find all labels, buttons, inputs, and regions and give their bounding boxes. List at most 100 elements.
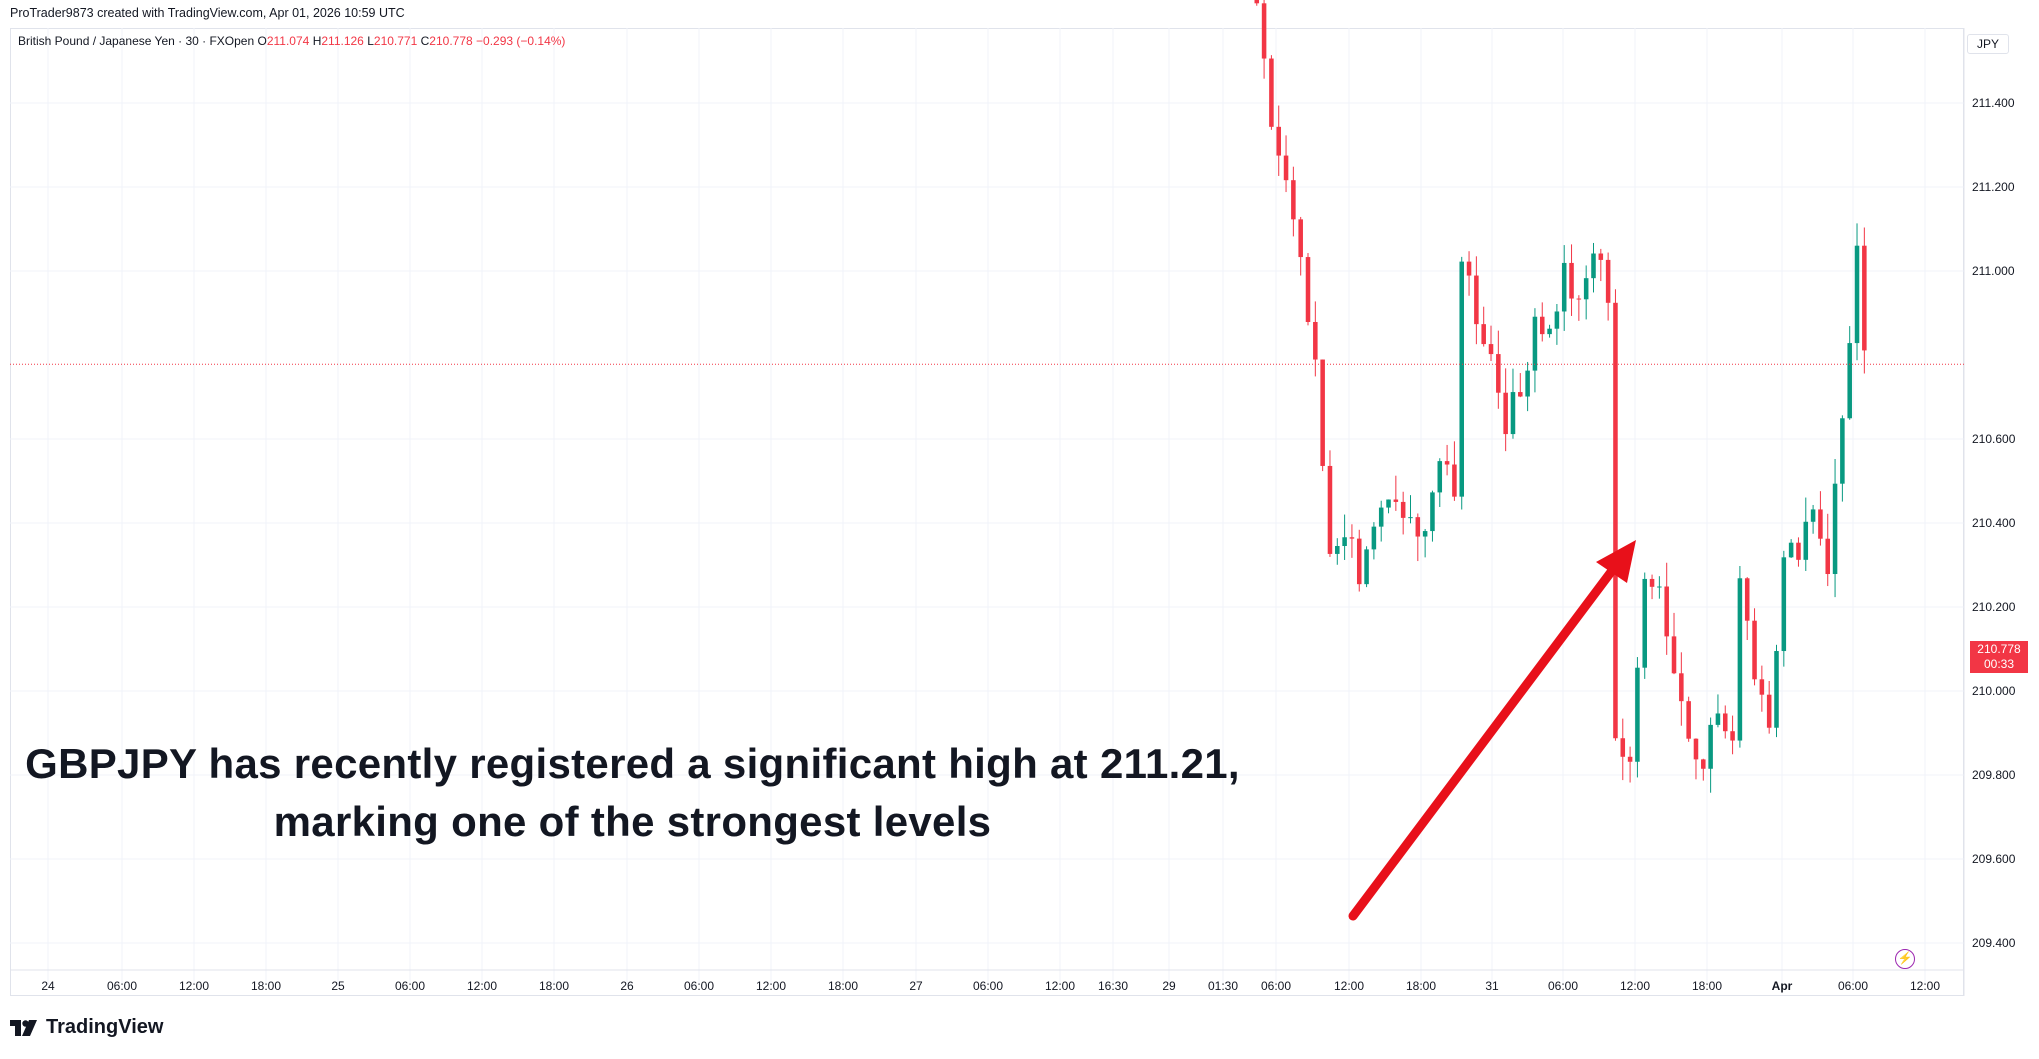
candle-body bbox=[1635, 667, 1640, 762]
candle-body bbox=[1474, 275, 1479, 325]
candle-body bbox=[1627, 756, 1633, 762]
x-tick-label: 12:00 bbox=[1620, 979, 1650, 993]
tradingview-logo-text: TradingView bbox=[46, 1016, 164, 1038]
candle-body bbox=[1254, 0, 1260, 4]
candle-body bbox=[1481, 324, 1486, 345]
candle-body bbox=[1305, 257, 1311, 322]
legend-open-label: O bbox=[257, 34, 267, 48]
candle-body bbox=[1613, 302, 1618, 739]
legend-symbol: British Pound / Japanese Yen · 30 · FXOp… bbox=[18, 34, 255, 48]
y-tick-label: 210.200 bbox=[1972, 600, 2016, 614]
candle-body bbox=[1298, 219, 1303, 258]
last-price-value: 210.778 bbox=[1977, 642, 2021, 656]
annotation-line-1: GBPJPY has recently registered a signifi… bbox=[25, 740, 1240, 787]
x-tick-label: 12:00 bbox=[1910, 979, 1940, 993]
legend-low-value: 210.771 bbox=[373, 34, 418, 48]
candle-body bbox=[1459, 261, 1465, 497]
lightning-icon[interactable]: ⚡ bbox=[1895, 949, 1915, 969]
currency-badge[interactable]: JPY bbox=[1967, 34, 2009, 54]
candle-body bbox=[1518, 392, 1523, 397]
candle-body bbox=[1591, 253, 1596, 279]
annotation-arrow-shaft bbox=[1348, 555, 1625, 921]
candle-body bbox=[1598, 253, 1604, 260]
candle-body bbox=[1525, 370, 1530, 397]
candle-body bbox=[1825, 538, 1831, 575]
candle-body bbox=[1510, 392, 1516, 435]
x-tick-label: 01:30 bbox=[1208, 979, 1238, 993]
last-price-tag: 210.778 00:33 bbox=[1970, 641, 2028, 673]
legend-close-value: 210.778 bbox=[429, 34, 473, 48]
x-tick-label: 12:00 bbox=[467, 979, 497, 993]
candle-body bbox=[1430, 492, 1435, 532]
x-tick-label: Apr bbox=[1772, 979, 1793, 993]
x-tick-label: 06:00 bbox=[1838, 979, 1868, 993]
candle-body bbox=[1766, 694, 1772, 728]
symbol-legend[interactable]: British Pound / Japanese Yen · 30 · FXOp… bbox=[18, 34, 565, 48]
x-tick-label: 12:00 bbox=[1045, 979, 1075, 993]
candle-body bbox=[1554, 311, 1560, 329]
x-tick-label: 06:00 bbox=[973, 979, 1003, 993]
candle-body bbox=[1320, 359, 1325, 466]
candle-body bbox=[1415, 517, 1421, 537]
x-tick-label: 06:00 bbox=[107, 979, 137, 993]
y-tick-label: 211.400 bbox=[1972, 96, 2015, 110]
x-tick-label: 12:00 bbox=[179, 979, 209, 993]
y-tick-label: 209.800 bbox=[1972, 768, 2016, 782]
y-tick-label: 210.400 bbox=[1972, 516, 2016, 530]
candle-body bbox=[1686, 701, 1691, 739]
x-tick-label: 27 bbox=[909, 979, 923, 993]
x-tick-label: 12:00 bbox=[1334, 979, 1364, 993]
candle-body bbox=[1642, 578, 1648, 668]
x-tick-label: 06:00 bbox=[684, 979, 714, 993]
candle-body bbox=[1349, 537, 1355, 539]
x-tick-label: 24 bbox=[41, 979, 55, 993]
candle-body bbox=[1503, 392, 1508, 435]
candle-body bbox=[1737, 578, 1743, 741]
candle-body bbox=[1466, 261, 1472, 276]
candle-body bbox=[1437, 461, 1443, 493]
candle-body bbox=[1342, 537, 1347, 547]
candle-body bbox=[1730, 731, 1735, 741]
x-tick-label: 06:00 bbox=[1548, 979, 1578, 993]
x-tick-label: 26 bbox=[620, 979, 634, 993]
candle-body bbox=[1269, 58, 1274, 127]
candle-body bbox=[1276, 126, 1281, 156]
candle-body bbox=[1657, 586, 1662, 588]
x-tick-label: 16:30 bbox=[1098, 979, 1128, 993]
candle-body bbox=[1261, 3, 1267, 59]
tradingview-logo[interactable]: TradingView bbox=[10, 1016, 163, 1039]
candle-body bbox=[1371, 526, 1377, 550]
candle-body bbox=[1803, 521, 1809, 560]
candle-body bbox=[1313, 321, 1318, 360]
tradingview-logo-icon bbox=[10, 1019, 37, 1036]
candle-body bbox=[1569, 262, 1574, 299]
candle-body bbox=[1620, 738, 1626, 757]
candle-body bbox=[1679, 673, 1684, 702]
candle-body bbox=[1701, 759, 1706, 769]
candle-body bbox=[1364, 549, 1369, 585]
candle-body bbox=[1532, 316, 1538, 371]
candle-body bbox=[1818, 509, 1823, 539]
bar-countdown: 00:33 bbox=[1983, 657, 2015, 671]
candle-body bbox=[1583, 278, 1589, 300]
candle-body bbox=[1547, 328, 1552, 335]
candle-body bbox=[1693, 738, 1699, 760]
legend-close-label: C bbox=[420, 34, 430, 48]
chart-annotation-text[interactable]: GBPJPY has recently registered a signifi… bbox=[20, 735, 1245, 851]
y-tick-label: 211.000 bbox=[1972, 264, 2015, 278]
y-tick-label: 209.400 bbox=[1972, 936, 2016, 950]
candle-body bbox=[1393, 499, 1399, 502]
candle-body bbox=[1452, 464, 1457, 497]
candle-body bbox=[1335, 546, 1340, 554]
candle-body bbox=[1576, 298, 1582, 300]
candle-body bbox=[1561, 262, 1567, 312]
candle-body bbox=[1788, 542, 1794, 558]
candle-body bbox=[1862, 245, 1867, 351]
annotation-line-2: marking one of the strongest levels bbox=[273, 798, 992, 845]
candle-body bbox=[1444, 461, 1450, 465]
candle-body bbox=[1832, 483, 1838, 575]
legend-high-label: H bbox=[312, 34, 322, 48]
candle-body bbox=[1796, 542, 1801, 560]
candle-body bbox=[1408, 517, 1413, 519]
